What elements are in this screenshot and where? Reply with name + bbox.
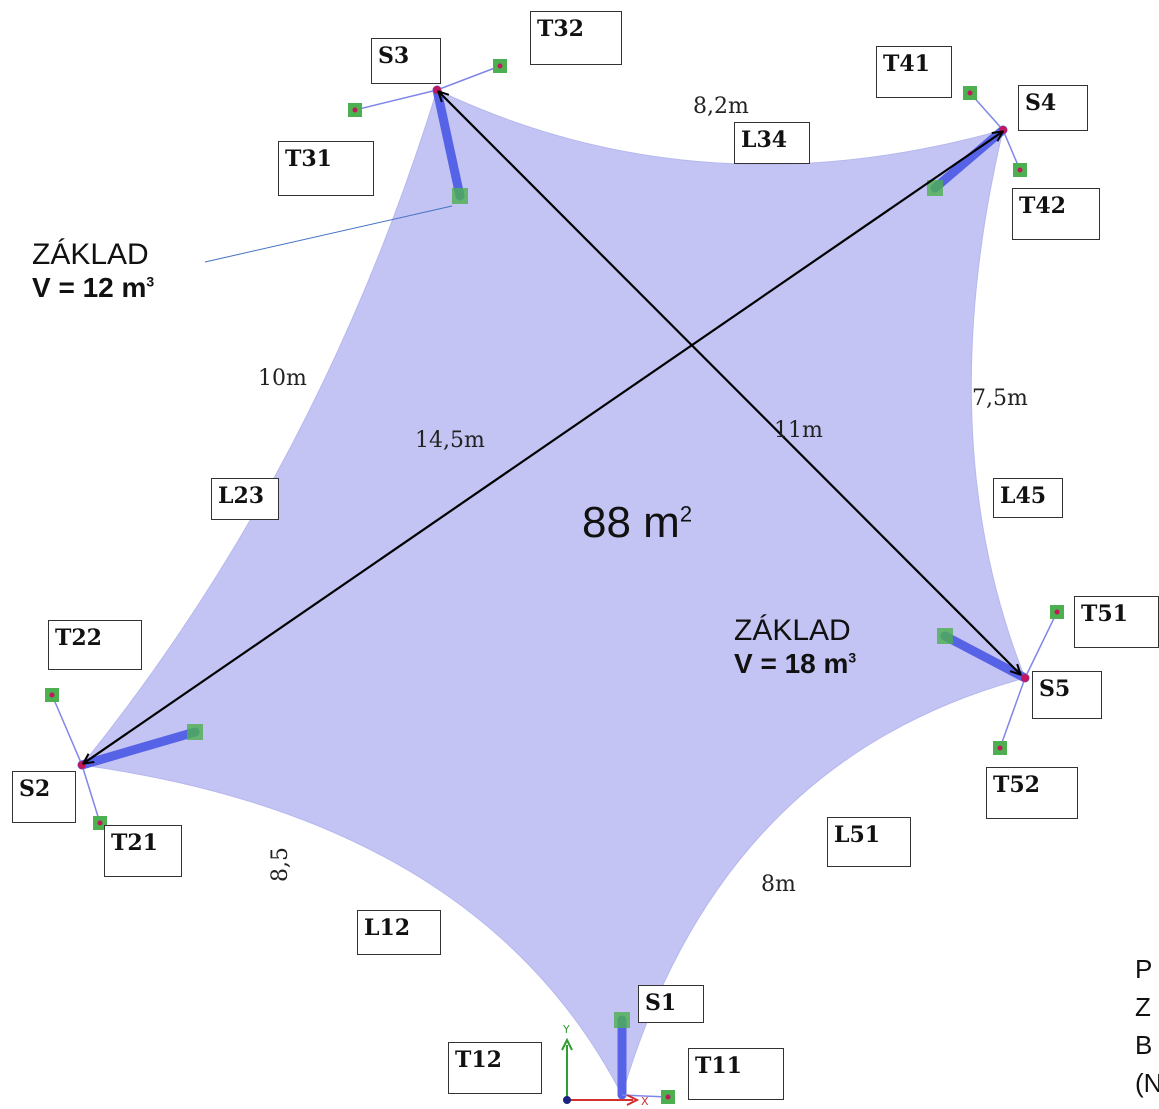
- dimension-l51: 8m: [761, 872, 796, 897]
- tieback-label-t42: T42: [1012, 188, 1100, 240]
- dimension-l23: 10m: [258, 366, 307, 391]
- tieback-label-t11: T11: [688, 1048, 784, 1100]
- base-leader-line: [204, 205, 453, 263]
- tieback-label-t12: T12: [448, 1042, 542, 1094]
- membrane-surface: [81, 89, 1026, 1097]
- edge-label-l23: L23: [211, 478, 279, 520]
- support-label-s2: S2: [12, 771, 76, 823]
- tieback-label-t32: T32: [530, 11, 622, 65]
- dimension-l34: 8,2m: [693, 94, 749, 119]
- support-label-s3: S3: [371, 38, 441, 84]
- support-label-s5: S5: [1032, 671, 1102, 719]
- dimension-diagonal-s3-s5: 11m: [774, 418, 823, 443]
- tieback-label-t22: T22: [48, 620, 142, 670]
- base-label-2: ZÁKLAD V = 18 m3: [734, 614, 857, 679]
- dimension-l45: 7,5m: [972, 386, 1028, 411]
- tieback-label-t51: T51: [1074, 596, 1159, 648]
- tieback-label-t52: T52: [986, 767, 1078, 819]
- tieback-label-t21: T21: [104, 825, 182, 877]
- edge-label-l45: L45: [993, 478, 1063, 518]
- tieback-label-t41: T41: [876, 46, 952, 98]
- edge-label-l12: L12: [357, 910, 441, 955]
- dimension-l12: 8,5: [268, 847, 293, 882]
- support-label-s1: S1: [638, 985, 704, 1023]
- base-label-1: ZÁKLAD V = 12 m3: [32, 238, 155, 303]
- edge-label-l51: L51: [827, 817, 911, 867]
- edge-label-l34: L34: [734, 122, 810, 164]
- tieback-cables: [51, 65, 1058, 1098]
- area-label: 88 m2: [582, 498, 693, 547]
- tieback-label-t31: T31: [278, 141, 374, 196]
- coordinate-axes: [561, 1037, 640, 1106]
- support-label-s4: S4: [1018, 85, 1088, 131]
- diagonal-arrow-s3-s5: [439, 92, 1020, 674]
- dimension-diagonal-s2-s4: 14,5m: [415, 428, 485, 453]
- side-note: P Z B (N: [1135, 954, 1159, 1098]
- axis-x-label: X: [641, 1095, 649, 1108]
- axis-y-label: Y: [562, 1023, 570, 1036]
